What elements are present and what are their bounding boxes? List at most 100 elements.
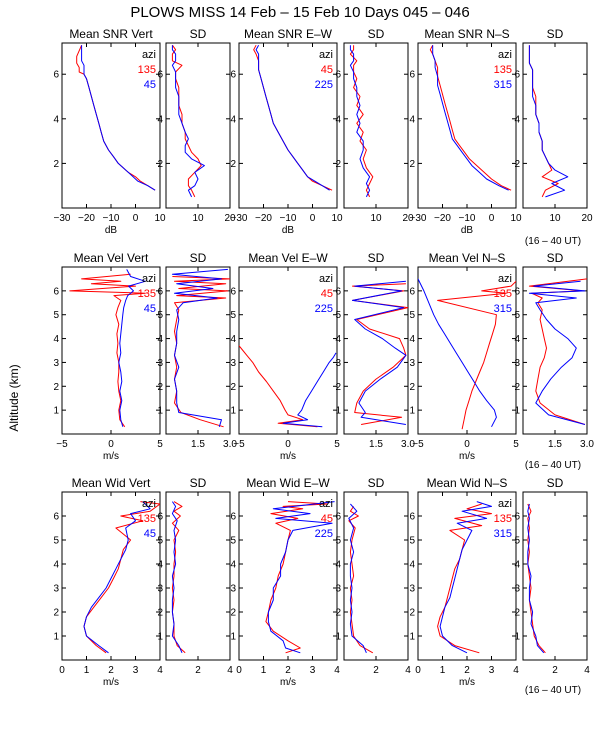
y-tick-label: 4: [157, 560, 163, 571]
y-tick-label: 5: [335, 536, 341, 547]
x-tick-label: −10: [280, 213, 297, 224]
x-tick-label: 1.5: [548, 439, 562, 450]
y-tick-label: 6: [53, 512, 59, 523]
y-tick-label: 2: [335, 382, 341, 393]
y-tick-label: 3: [157, 358, 163, 369]
x-axis-label: dB: [461, 225, 474, 236]
legend-entry-315: 315: [494, 79, 512, 91]
y-tick-label: 4: [409, 560, 415, 571]
x-tick-label: 20: [224, 213, 236, 224]
x-tick-label: 20: [402, 213, 414, 224]
y-tick-label: 6: [335, 512, 341, 523]
y-tick-label: 1: [230, 406, 236, 417]
y-tick-label: 6: [53, 70, 59, 81]
y-tick-label: 1: [335, 632, 341, 643]
series-line-135: [171, 501, 186, 654]
x-tick-label: −30: [54, 213, 71, 224]
y-tick-label: 2: [230, 382, 236, 393]
y-tick-label: 1: [335, 406, 341, 417]
y-tick-label: 4: [230, 114, 236, 125]
panel-title: SD: [547, 251, 564, 265]
legend-entry-45: 45: [321, 513, 333, 525]
series-line-315: [527, 503, 545, 654]
y-tick-label: 6: [335, 286, 341, 297]
series-line-45: [171, 501, 183, 654]
x-tick-label: 3.0: [401, 439, 415, 450]
panel-1-1: Mean SNR Vert 2 4 6 −30 −20 −10 0 10 dB azi 135 45: [53, 27, 166, 236]
plot-frame: [165, 42, 231, 209]
x-tick-label: 4: [584, 665, 590, 676]
y-tick-label: 3: [335, 358, 341, 369]
x-tick-label: 2: [464, 665, 470, 676]
y-tick-label: 3: [514, 584, 520, 595]
series-line-45: [171, 45, 205, 198]
y-tick-label: 6: [514, 286, 520, 297]
legend-entry-135: 135: [138, 288, 156, 300]
y-tick-label: 5: [409, 536, 415, 547]
panel-1-3: Mean SNR E–W 2 4 6 −30 −20 −10 0 10 dB azi 45 225: [230, 27, 343, 236]
series-line-45: [349, 45, 374, 198]
y-axis-label: Altitude (km): [7, 364, 21, 431]
y-tick-label: 4: [409, 334, 415, 345]
y-tick-label: 4: [157, 114, 163, 125]
x-tick-label: 2: [285, 665, 291, 676]
y-tick-label: 2: [53, 382, 59, 393]
y-tick-label: 4: [335, 560, 341, 571]
series-line-225: [282, 352, 337, 428]
y-tick-label: 5: [53, 536, 59, 547]
series-line-135: [528, 45, 559, 198]
y-tick-label: 1: [53, 406, 59, 417]
x-tick-label: 4: [405, 665, 411, 676]
x-tick-label: 3: [133, 665, 139, 676]
panel-1-4: SD 2 4 6 10 20: [335, 27, 414, 224]
plot-frame: [165, 491, 231, 661]
legend-entry-225: 225: [315, 303, 333, 315]
x-tick-label: 20: [581, 213, 593, 224]
series-line-225: [349, 45, 371, 198]
y-tick-label: 3: [230, 358, 236, 369]
y-tick-label: 6: [53, 286, 59, 297]
panel-title: Mean Wid N–S: [427, 476, 508, 490]
x-tick-label: −20: [255, 213, 272, 224]
series-line-315: [439, 501, 492, 654]
x-axis-label: dB: [282, 225, 295, 236]
panel-1-5: Mean SNR N–S 2 4 6 −30 −20 −10 0 10 dB azi 135 315: [409, 27, 522, 236]
series-line-135: [69, 273, 146, 428]
x-tick-label: 10: [192, 213, 204, 224]
y-tick-label: 6: [157, 70, 163, 81]
y-tick-label: 4: [53, 560, 59, 571]
series-line-315: [528, 45, 569, 198]
x-tick-label: 0: [310, 213, 316, 224]
series-line-135: [437, 503, 492, 654]
y-tick-label: 6: [157, 286, 163, 297]
y-tick-label: 5: [230, 536, 236, 547]
series-line-315: [418, 278, 497, 428]
series-line-225: [352, 280, 407, 425]
series-line-45: [171, 268, 228, 427]
x-tick-label: 2: [108, 665, 114, 676]
x-tick-label: −30: [231, 213, 248, 224]
y-tick-label: 2: [409, 608, 415, 619]
x-tick-label: −10: [459, 213, 476, 224]
x-tick-label: 0: [464, 439, 470, 450]
x-tick-label: 1: [84, 665, 90, 676]
y-tick-label: 5: [335, 310, 341, 321]
series-line-315: [528, 280, 586, 425]
series-line-225: [348, 503, 367, 654]
y-tick-label: 1: [53, 632, 59, 643]
plot-frame: [522, 42, 588, 209]
x-tick-label: 0: [415, 665, 421, 676]
legend-header: azi: [142, 49, 156, 61]
y-tick-label: 5: [514, 536, 520, 547]
series-line-45: [118, 269, 146, 427]
y-tick-label: 6: [514, 70, 520, 81]
series-line-225: [267, 501, 335, 654]
y-tick-label: 3: [53, 358, 59, 369]
y-tick-label: 6: [157, 512, 163, 523]
panel-title: SD: [547, 476, 564, 490]
plot-frame: [522, 491, 588, 661]
x-tick-label: 2: [195, 665, 201, 676]
panel-2-2: SD 1 2 3 4 5 6 1.5 3.0: [157, 251, 237, 450]
